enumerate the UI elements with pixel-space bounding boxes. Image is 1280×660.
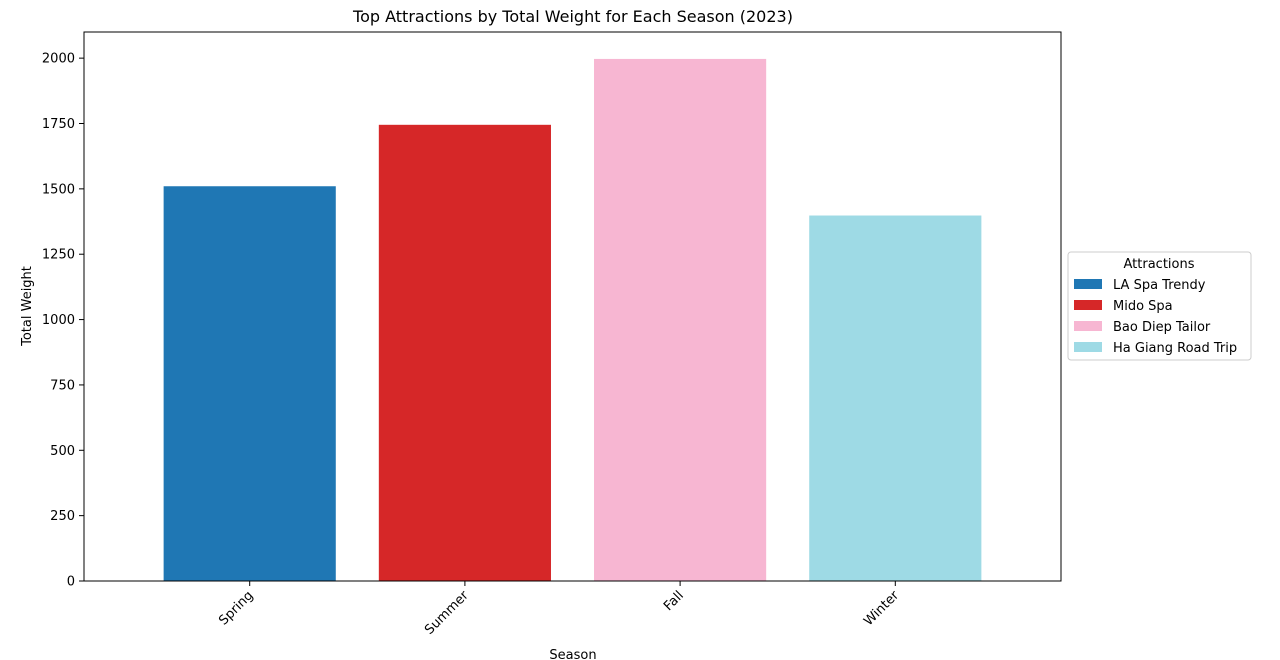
y-tick-label: 500 [50,444,75,459]
y-tick-label: 1750 [42,117,75,132]
y-axis-title: Total Weight [20,266,35,347]
bar-spring [163,186,336,581]
chart-title: Top Attractions by Total Weight for Each… [352,7,793,26]
legend-entries: LA Spa Trendy Mido Spa Bao Diep Tailor Ha G… [1074,278,1237,356]
legend-title: Attractions [1124,257,1195,272]
legend-swatch [1074,342,1102,352]
y-tick-label: 1250 [42,248,75,263]
legend-label: LA Spa Trendy [1113,278,1206,293]
plot-frame [83,31,1062,582]
legend-swatch [1074,321,1102,331]
legend-label: Mido Spa [1113,299,1173,314]
legend-swatch [1074,279,1102,289]
bar-summer [378,124,551,582]
legend-swatch [1074,300,1102,310]
legend: Attractions LA Spa Trendy Mido Spa Bao Die… [1067,251,1252,361]
y-tick-label: 1500 [42,182,75,197]
bar-winter [809,215,982,581]
x-tick-label-spring: Spring [216,588,256,628]
y-tick-label: 250 [50,509,75,524]
y-tick-label: 0 [67,575,75,590]
legend-label: Ha Giang Road Trip [1113,341,1237,356]
legend-label: Bao Diep Tailor [1113,320,1211,335]
x-tick-label-summer: Summer [422,588,472,638]
y-tick-label: 1000 [42,313,75,328]
x-tick-label-winter: Winter [861,588,902,629]
x-axis: Spring Summer Fall Winter [216,581,903,638]
legend-box [1067,251,1252,361]
x-tick-label-fall: Fall [661,588,687,614]
x-axis-title: Season [549,648,596,660]
y-axis: 0 250 500 750 1000 1250 1500 1750 2000 [42,52,84,590]
bar-fall [594,58,767,582]
bars-layer [163,58,982,582]
y-tick-label: 750 [50,378,75,393]
y-tick-label: 2000 [42,52,75,67]
